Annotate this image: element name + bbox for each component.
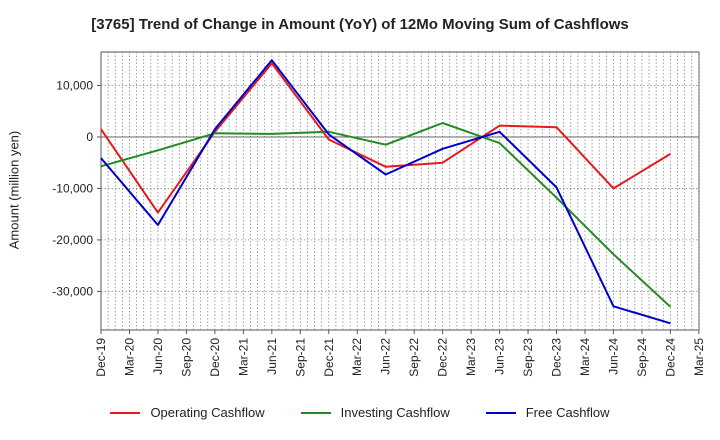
x-tick-label: Mar-21	[236, 338, 250, 376]
x-tick-label: Mar-24	[578, 338, 592, 376]
x-tick-label: Mar-22	[350, 338, 364, 376]
x-tick-label: Dec-19	[94, 338, 108, 377]
x-ticks: Dec-19 Mar-20 Jun-20 Sep-20 Dec-20 Mar-21 Jun-…	[94, 330, 706, 377]
legend-item: Investing Cashflow	[300, 405, 450, 420]
x-tick-label: Dec-23	[550, 338, 564, 377]
legend-label: Operating Cashflow	[150, 405, 265, 420]
plot-area	[100, 51, 700, 331]
legend-item: Operating Cashflow	[110, 405, 265, 420]
x-tick-label: Sep-20	[179, 338, 193, 377]
chart-title: [3765] Trend of Change in Amount (YoY) o…	[91, 16, 629, 33]
x-tick-label: Jun-24	[606, 338, 620, 375]
series-line-free-cashflow	[100, 59, 671, 325]
legend-swatch	[110, 411, 141, 414]
legend-swatch	[485, 411, 516, 414]
x-tick-label: Mar-23	[464, 338, 478, 376]
legend-label: Investing Cashflow	[340, 405, 450, 420]
x-tick-label: Jun-21	[265, 338, 279, 375]
series-line-investing-cashflow	[100, 122, 672, 308]
x-tick-label: Jun-20	[151, 338, 165, 375]
x-tick-label: Dec-21	[322, 338, 336, 377]
x-tick-label: Mar-25	[692, 338, 706, 376]
y-tick-label: 10,000	[56, 78, 93, 92]
y-tick-label: -30,000	[52, 284, 93, 298]
y-ticks: 10,000 0 -10,000 -20,000 -30,000	[52, 78, 101, 298]
x-tick-label: Jun-23	[493, 338, 507, 375]
legend: Operating Cashflow Investing Cashflow Free…	[0, 405, 720, 420]
x-tick-label: Dec-22	[436, 338, 450, 377]
x-tick-label: Sep-23	[521, 338, 535, 377]
x-tick-label: Sep-24	[635, 338, 649, 377]
grid-lines	[101, 52, 700, 330]
series-line-operating-cashflow	[100, 62, 671, 214]
x-tick-label: Mar-20	[122, 338, 136, 376]
x-tick-label: Dec-20	[208, 338, 222, 377]
x-tick-label: Sep-21	[293, 338, 307, 377]
x-tick-label: Dec-24	[663, 338, 677, 377]
y-tick-label: -10,000	[52, 181, 93, 195]
y-tick-label: -20,000	[52, 233, 93, 247]
legend-item: Free Cashflow	[485, 405, 610, 420]
series-lines	[100, 59, 672, 325]
x-tick-label: Sep-22	[407, 338, 421, 377]
legend-label: Free Cashflow	[525, 405, 610, 420]
y-tick-label: 0	[86, 130, 93, 144]
legend-swatch	[300, 411, 331, 414]
x-tick-label: Jun-22	[379, 338, 393, 375]
